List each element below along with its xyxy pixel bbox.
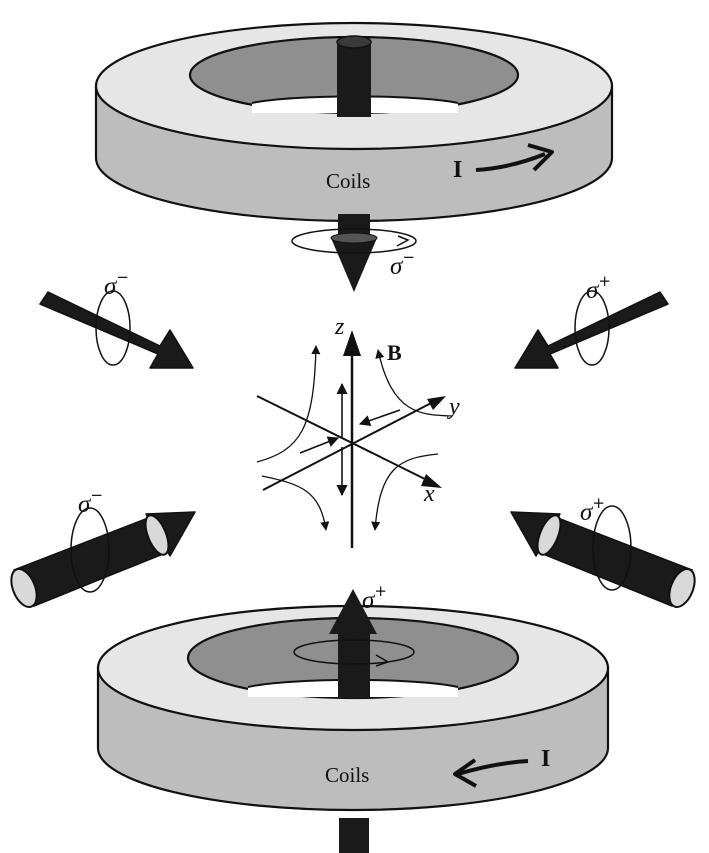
field-inner-arrows	[299, 382, 401, 497]
bottom-current-arrow-icon	[453, 758, 529, 788]
lower-left-polarization-ring-icon	[70, 507, 110, 593]
lower-right-beam-arrow	[510, 511, 696, 608]
top-current-label: I	[453, 157, 462, 183]
top-beam-arrow	[330, 214, 378, 292]
field-lines	[256, 345, 453, 531]
top-beam-polarization-ring-icon	[291, 228, 417, 254]
upper-right-beam-label: σ+	[586, 272, 611, 304]
y-axis-label: y	[447, 394, 460, 420]
top-current-arrow-icon	[475, 143, 554, 172]
field-axes	[256, 330, 446, 548]
bottom-beam-label: σ+	[362, 582, 387, 614]
top-coil-label: Coils	[326, 169, 370, 193]
field-label: B	[387, 340, 402, 365]
lower-right-polarization-ring-icon	[592, 505, 632, 591]
z-axis-label: z	[334, 314, 345, 340]
upper-right-polarization-ring-icon	[574, 290, 610, 366]
lower-left-beam-label: σ−	[78, 486, 103, 518]
upper-left-beam-label: σ−	[104, 268, 129, 300]
upper-left-beam-arrow	[39, 291, 194, 369]
upper-left-polarization-ring-icon	[95, 290, 131, 366]
bottom-beam-polarization-ring-icon	[293, 639, 415, 667]
z-axis-arrowhead-icon	[343, 330, 361, 356]
lower-left-beam-arrow	[10, 511, 196, 608]
upper-right-beam-arrow	[514, 291, 669, 369]
top-beam-label: σ−	[390, 248, 415, 280]
bottom-coil-label: Coils	[325, 763, 369, 787]
bottom-current-label: I	[541, 746, 550, 772]
lower-right-beam-label: σ+	[580, 494, 605, 526]
x-axis-arrowhead-icon	[421, 474, 442, 488]
y-axis-arrowhead-icon	[427, 396, 446, 410]
top-coil	[94, 21, 614, 223]
x-axis-label: x	[423, 481, 435, 507]
